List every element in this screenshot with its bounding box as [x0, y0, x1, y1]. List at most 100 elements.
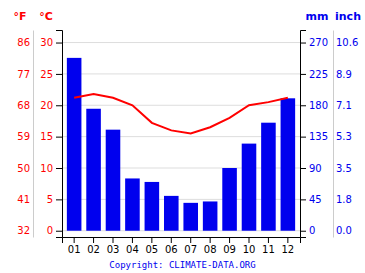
axis-title: mm [306, 10, 329, 23]
tick: 10 [243, 237, 256, 255]
grid [62, 43, 300, 231]
tick: 30 [40, 37, 62, 48]
tick: 11 [262, 237, 275, 255]
axis-line [33, 31, 34, 238]
tick-label: 7.1 [336, 100, 352, 111]
tick-label: 06 [165, 244, 178, 255]
bar [222, 168, 237, 231]
tick-label: 01 [68, 244, 81, 255]
tick-label: 1.8 [336, 194, 352, 205]
tick-label: 10 [40, 163, 53, 174]
tick: 68 [17, 100, 33, 111]
tick: 25 [40, 69, 62, 80]
tick-mark [56, 137, 62, 138]
tick-mark [249, 237, 250, 243]
tick-mark [210, 237, 211, 243]
tick: 0.0 [333, 225, 352, 236]
tick-mark [300, 137, 306, 138]
tick-label: 8.9 [336, 69, 352, 80]
tick-mark [56, 105, 62, 106]
tick-label: 03 [107, 244, 120, 255]
tick-mark [171, 237, 172, 243]
tick: 225 [300, 69, 328, 80]
tick-mark [93, 237, 94, 243]
tick-mark [287, 237, 288, 243]
tick: 135 [300, 131, 328, 142]
tick-label: 180 [309, 100, 328, 111]
tick-label: 20 [40, 100, 53, 111]
tick-label: 0 [47, 225, 53, 236]
grid-line [62, 73, 300, 74]
tick: 06 [165, 237, 178, 255]
tick-mark [268, 237, 269, 243]
tick-label: 59 [17, 131, 30, 142]
chart: 0102030405060708091011120510152025303241… [0, 0, 365, 273]
tick: 20 [40, 100, 62, 111]
tick-label: 77 [17, 69, 30, 80]
tick: 270 [300, 37, 328, 48]
tick: 3.5 [333, 163, 352, 174]
axis-line [63, 238, 301, 244]
tick-mark [56, 74, 62, 75]
y2-axis: 04590135180225270 [300, 31, 328, 238]
y-outer-axis: 32415059687786 [17, 31, 33, 238]
tick-label: 0 [309, 225, 315, 236]
tick-mark [190, 237, 191, 243]
tick: 03 [107, 237, 120, 255]
tick-label: 30 [40, 37, 53, 48]
axis-line [301, 31, 307, 238]
tick-label: 225 [309, 69, 328, 80]
tick-label: 04 [126, 244, 139, 255]
bar [145, 182, 160, 231]
axis-title: °C [39, 10, 53, 23]
tick: 86 [17, 37, 33, 48]
bar [86, 109, 101, 231]
tick-label: 12 [281, 244, 294, 255]
bar [125, 178, 140, 230]
tick-label: 0.0 [336, 225, 352, 236]
grid-line [62, 105, 300, 106]
bar [183, 203, 198, 231]
tick-mark [56, 168, 62, 169]
tick-mark [300, 105, 306, 106]
tick: 90 [300, 163, 322, 174]
tick: 0 [47, 225, 62, 236]
x-axis: 010203040506070809101112 [63, 237, 301, 255]
tick-label: 90 [309, 163, 322, 174]
tick-mark [300, 74, 306, 75]
tick: 05 [145, 237, 158, 255]
tick-label: 25 [40, 69, 53, 80]
grid-line [62, 42, 300, 43]
tick-mark [56, 231, 62, 232]
tick-mark [56, 199, 62, 200]
tick: 59 [17, 131, 33, 142]
bar [67, 58, 82, 231]
tick-label: 41 [17, 194, 30, 205]
tick: 77 [17, 69, 33, 80]
bar [203, 201, 218, 230]
tick: 5 [47, 194, 62, 205]
tick-label: 5.3 [336, 131, 352, 142]
axis-line [56, 31, 63, 238]
tick: 5.3 [333, 131, 352, 142]
tick: 04 [126, 237, 139, 255]
tick-mark [300, 43, 306, 44]
bar [261, 123, 276, 231]
tick-mark [151, 237, 152, 243]
tick-label: 10.6 [336, 37, 358, 48]
tick: 10.6 [333, 37, 358, 48]
tick-label: 02 [87, 244, 100, 255]
y-axis: 051015202530 [40, 31, 62, 238]
axis-title: inch [335, 10, 361, 23]
tick: 07 [184, 237, 197, 255]
tick: 180 [300, 100, 328, 111]
axis-title: °F [13, 10, 26, 23]
tick-mark [300, 199, 306, 200]
tick: 01 [68, 237, 81, 255]
tick-label: 5 [47, 194, 53, 205]
tick: 50 [17, 163, 33, 174]
tick-label: 10 [243, 244, 256, 255]
bar-series [67, 58, 295, 231]
tick: 12 [281, 237, 294, 255]
tick-label: 86 [17, 37, 30, 48]
